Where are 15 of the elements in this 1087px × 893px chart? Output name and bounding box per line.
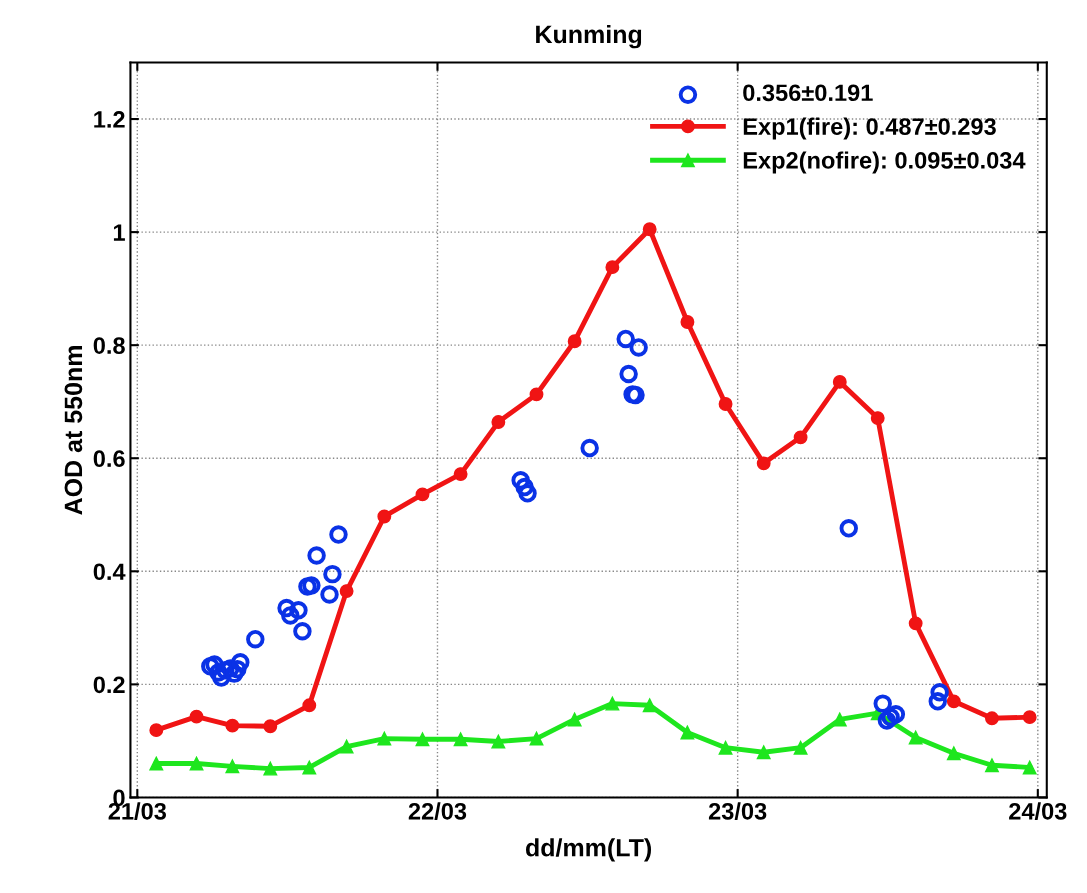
y-tick-label: 1: [113, 224, 125, 241]
y-tick-label: 1.2: [94, 111, 125, 128]
legend-label: Exp1(fire): 0.487±0.293: [743, 117, 996, 140]
y-tick-label: 0.6: [93, 450, 125, 468]
y-axis-title: AOD at 550nm: [64, 346, 83, 515]
x-tick-label: 22/03: [408, 802, 467, 820]
x-tick-label: 23/03: [708, 802, 767, 820]
legend-label: 0.356±0.191: [743, 84, 873, 102]
y-tick-label: 0.8: [93, 337, 125, 354]
y-tick-label: 0.4: [93, 563, 126, 581]
x-axis-title: dd/mm(LT): [525, 838, 652, 862]
x-tick-label: 24/03: [1009, 802, 1067, 820]
chart-title: Kunming: [536, 24, 642, 49]
legend-label: Exp2(nofire): 0.095±0.034: [743, 151, 1026, 174]
y-tick-label: 0.2: [93, 676, 125, 694]
